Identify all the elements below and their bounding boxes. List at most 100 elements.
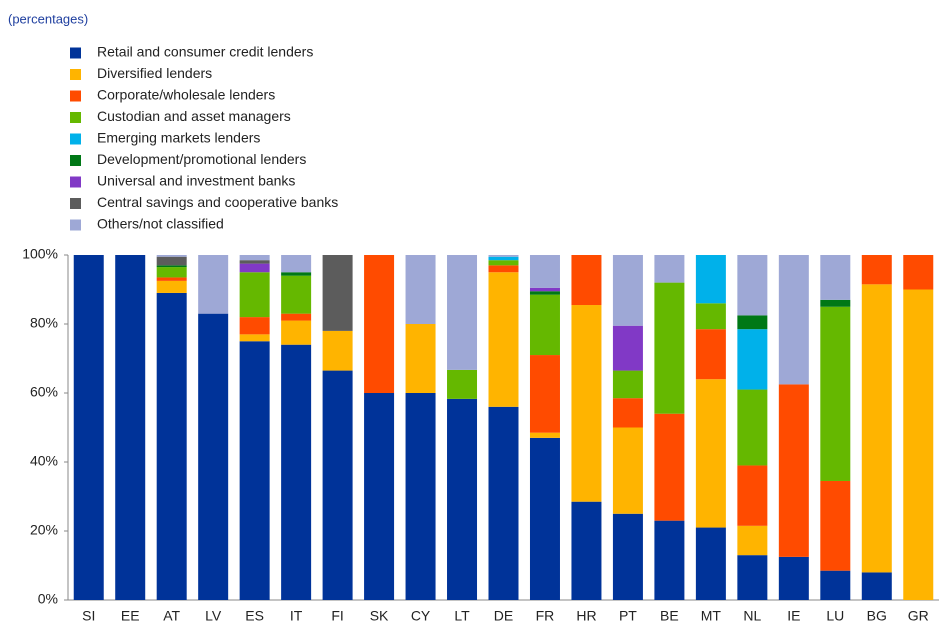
x-tick-label: LT	[454, 608, 470, 624]
bar-segment	[820, 480, 851, 571]
x-tick-label: LV	[205, 608, 222, 624]
x-tick-label: MT	[701, 608, 722, 624]
bar-segment	[239, 260, 270, 264]
bar-segment	[612, 370, 643, 399]
bar-segment	[695, 255, 726, 304]
bar-segment	[737, 255, 768, 316]
y-tick-label: 0%	[38, 591, 58, 607]
bar-segment	[239, 334, 270, 342]
bar-segment	[571, 255, 602, 306]
bar-segment	[156, 292, 187, 600]
bar-segment	[654, 282, 685, 414]
bar-segment	[612, 427, 643, 514]
x-tick-label: ES	[245, 608, 264, 624]
bar-segment	[447, 398, 478, 600]
bar-segment	[737, 555, 768, 600]
bar-segment	[115, 255, 146, 600]
bar-segment	[281, 313, 312, 321]
legend-swatch	[70, 133, 81, 145]
bar-segment	[529, 355, 560, 433]
y-tick-label: 40%	[30, 453, 58, 469]
legend-label: Universal and investment banks	[97, 173, 295, 189]
bar-segment	[903, 289, 934, 600]
bar-segment	[695, 329, 726, 380]
bar-segment	[903, 255, 934, 290]
x-tick-label: NL	[743, 608, 761, 624]
bar-segment	[529, 255, 560, 288]
bar-segment	[156, 256, 187, 266]
bar-segment	[488, 260, 519, 266]
bar-segment	[529, 432, 560, 438]
bar-segment	[405, 255, 436, 324]
x-tick-label: EE	[121, 608, 140, 624]
x-tick-label: LU	[826, 608, 844, 624]
bar-segment	[405, 324, 436, 393]
bar-segment	[156, 265, 187, 268]
bar-segment	[737, 465, 768, 526]
bar-segment	[239, 263, 270, 273]
bar-segment	[778, 384, 809, 557]
bar-segment	[820, 570, 851, 600]
bar-segment	[156, 255, 187, 257]
bar-segment	[488, 265, 519, 273]
x-tick-label: GR	[908, 608, 929, 624]
bar-segment	[529, 287, 560, 292]
bar-segment	[571, 501, 602, 600]
y-tick-label: 80%	[30, 315, 58, 331]
bar-segment	[281, 320, 312, 345]
legend-label: Central savings and cooperative banks	[97, 194, 338, 210]
x-tick-label: BG	[867, 608, 887, 624]
y-tick-label: 60%	[30, 384, 58, 400]
bar-segment	[737, 389, 768, 466]
bar-segment	[654, 255, 685, 283]
bar-segment	[612, 513, 643, 600]
legend-label: Retail and consumer credit lenders	[97, 44, 313, 60]
bar-segment	[239, 255, 270, 261]
bar-segment	[778, 556, 809, 600]
bar-segment	[239, 341, 270, 600]
bar-segment	[695, 379, 726, 528]
bar-segment	[861, 572, 892, 600]
bar-segment	[820, 306, 851, 481]
legend-swatch	[70, 69, 81, 80]
bar-segment	[488, 256, 519, 261]
bar-segment	[737, 329, 768, 390]
bar-segment	[281, 275, 312, 314]
legend-swatch	[70, 155, 81, 166]
bar-segment	[239, 272, 270, 318]
x-tick-label: SK	[370, 608, 389, 624]
bar-segment	[695, 527, 726, 600]
bar-segment	[156, 277, 187, 281]
legend-swatch	[70, 219, 81, 231]
bar-segment	[737, 315, 768, 330]
bar-segment	[198, 313, 229, 600]
bar-segment	[861, 255, 892, 285]
x-tick-label: BE	[660, 608, 679, 624]
legend-swatch	[70, 90, 81, 102]
legend-label: Emerging markets lenders	[97, 130, 260, 146]
x-tick-label: CY	[411, 608, 431, 624]
bar-segment	[695, 303, 726, 330]
x-tick-label: FI	[331, 608, 343, 624]
bar-segment	[488, 272, 519, 407]
bar-segment	[612, 255, 643, 326]
bar-segment	[612, 398, 643, 428]
bar-segment	[529, 437, 560, 600]
legend-swatch	[70, 47, 81, 59]
bar-segment	[654, 413, 685, 521]
bar-segment	[861, 284, 892, 573]
bar-segment	[447, 255, 478, 370]
chart-subtitle: (percentages)	[8, 11, 88, 26]
bar-segment	[405, 393, 436, 600]
bar-segment	[737, 525, 768, 556]
legend-swatch	[70, 176, 81, 188]
bar-segment	[529, 291, 560, 295]
legend-label: Corporate/wholesale lenders	[97, 87, 275, 103]
x-tick-label: FR	[536, 608, 555, 624]
bar-segment	[281, 255, 312, 273]
bar-segment	[364, 255, 395, 393]
bar-segment	[820, 255, 851, 300]
x-tick-label: SI	[82, 608, 95, 624]
bar-segment	[156, 267, 187, 278]
